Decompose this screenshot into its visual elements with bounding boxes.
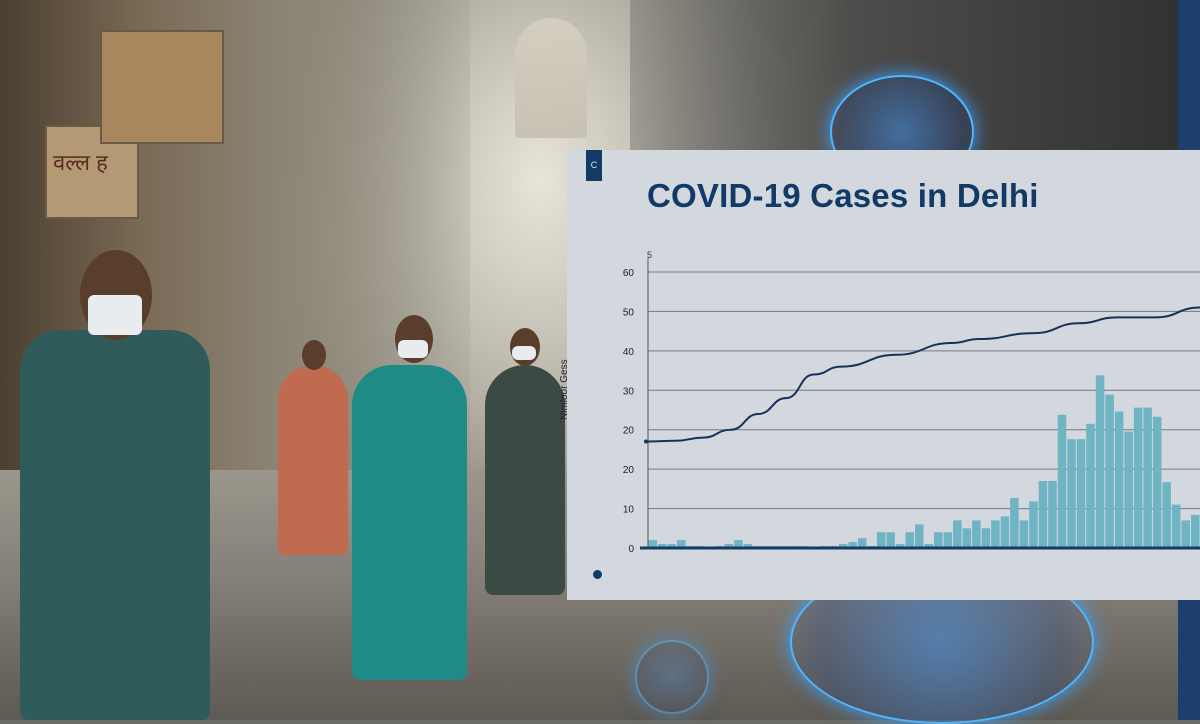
y-tick-label: 50: [623, 307, 635, 318]
bar: [1114, 411, 1124, 548]
face-mask: [88, 295, 142, 335]
bar: [962, 528, 972, 548]
bar: [1124, 431, 1133, 548]
bar: [924, 544, 934, 548]
y-tick-label: 10: [623, 505, 635, 516]
bar: [972, 520, 981, 548]
man-in-red-shirt: [278, 365, 348, 555]
bar: [981, 528, 991, 548]
bar: [848, 542, 857, 548]
bar: [1181, 520, 1190, 548]
bar: [991, 520, 1000, 548]
shop-sign-text: वल्ल ह: [53, 150, 108, 175]
bar: [914, 524, 924, 548]
bar: [648, 540, 658, 548]
chart-title: COVID-19 Cases in Delhi: [647, 177, 1039, 214]
bar: [876, 532, 886, 548]
bar: [1171, 504, 1181, 548]
bar: [1095, 375, 1105, 548]
edge-bar: [1178, 600, 1200, 720]
bar: [1067, 439, 1076, 548]
balcony: [100, 30, 224, 144]
edge-bar: [1178, 0, 1200, 150]
bar: [905, 532, 914, 548]
bar: [1143, 407, 1152, 548]
bar: [724, 544, 734, 548]
y-tick-label: 60: [623, 268, 635, 279]
bar: [1076, 439, 1086, 548]
bar: [953, 520, 962, 548]
face-mask: [512, 346, 536, 360]
man-in-teal-kurta: [20, 330, 210, 720]
bar: [734, 540, 743, 548]
face-mask: [398, 340, 428, 358]
bar: [1133, 407, 1143, 548]
panel-badge: C: [586, 150, 602, 181]
woman-in-teal-saree: [352, 365, 467, 680]
y-tick-label: 0: [628, 544, 634, 555]
bar: [1086, 423, 1095, 548]
bar: [895, 544, 905, 548]
bar: [677, 540, 686, 548]
bar: [1048, 480, 1057, 548]
bullet-dot-icon: [593, 570, 602, 579]
bar: [667, 544, 677, 548]
bar: [1019, 520, 1029, 548]
bar: [1190, 514, 1200, 548]
bar: [1000, 516, 1010, 548]
y-tick-label: 30: [623, 386, 635, 397]
cumulative-line: [647, 306, 1200, 443]
shop-sign: वल्ल ह: [45, 125, 139, 219]
man-head: [302, 340, 326, 370]
woman-in-dark-dress: [485, 365, 565, 595]
bar: [1010, 497, 1019, 548]
bar: [943, 532, 953, 548]
bar: [1029, 501, 1038, 548]
bar: [838, 544, 848, 548]
bar: [1152, 416, 1162, 548]
chart-svg: 0 10 20 20 30 40 50 60: [623, 258, 1200, 555]
bar: [1105, 394, 1114, 548]
bar: [743, 544, 753, 548]
virus-icon: [635, 640, 709, 714]
y-tick-label: 20: [623, 426, 635, 437]
corner-label: 5: [647, 250, 653, 260]
bar: [886, 532, 895, 548]
bar: [934, 532, 943, 548]
bar: [1162, 482, 1171, 548]
line-start-marker: [644, 439, 648, 444]
bar: [1057, 414, 1067, 548]
y-tick-label: 40: [623, 347, 635, 358]
bar: [857, 538, 867, 548]
chart-panel: C COVID-19 Cases in Delhi 5 Nimloor Gess…: [559, 150, 1200, 600]
bar: [1038, 480, 1048, 548]
y-tick-label: 20: [623, 465, 635, 476]
bar: [658, 544, 667, 548]
mosque-dome: [515, 18, 587, 138]
